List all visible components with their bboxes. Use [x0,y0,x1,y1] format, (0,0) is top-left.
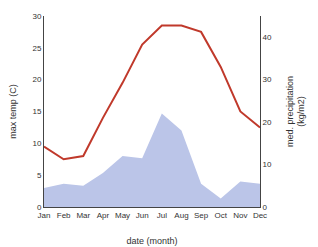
svg-text:0: 0 [263,203,268,212]
svg-text:Sep: Sep [194,211,209,220]
svg-text:Nov: Nov [233,211,247,220]
svg-text:30: 30 [32,12,41,21]
svg-text:Jul: Jul [157,211,167,220]
svg-text:max temp (C): max temp (C) [8,84,18,139]
svg-text:Jan: Jan [38,211,51,220]
svg-text:Mar: Mar [76,211,90,220]
svg-text:40: 40 [263,33,272,42]
svg-text:25: 25 [32,44,41,53]
svg-text:May: May [115,211,130,220]
svg-text:Jun: Jun [136,211,149,220]
svg-text:Feb: Feb [57,211,71,220]
svg-text:20: 20 [263,118,272,127]
svg-text:med. precipitation(kg/m2): med. precipitation(kg/m2) [285,76,307,147]
svg-text:Aug: Aug [174,211,188,220]
svg-text:Apr: Apr [97,211,110,220]
svg-text:15: 15 [32,107,41,116]
svg-text:20: 20 [32,75,41,84]
svg-text:Dec: Dec [253,211,267,220]
svg-text:date (month): date (month) [126,236,177,246]
svg-text:Oct: Oct [215,211,228,220]
svg-text:10: 10 [32,139,41,148]
svg-text:10: 10 [263,160,272,169]
svg-text:30: 30 [263,75,272,84]
svg-text:5: 5 [37,171,42,180]
svg-text:0: 0 [37,203,42,212]
